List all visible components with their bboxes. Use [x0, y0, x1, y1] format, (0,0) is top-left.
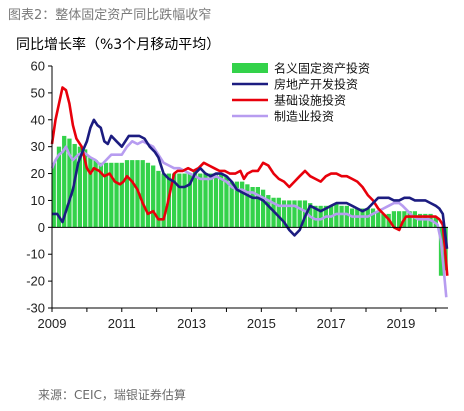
bar-fai-15: [130, 160, 135, 228]
x-tick-label-3: 2015: [247, 316, 276, 331]
y-tick-label-8: -20: [26, 274, 45, 289]
y-tick-label-0: 60: [31, 59, 45, 74]
bar-fai-25: [182, 173, 187, 228]
bar-fai-20: [156, 170, 161, 228]
bar-fai-57: [349, 208, 355, 228]
bar-fai-56: [344, 205, 349, 228]
bar-fai-63: [381, 213, 386, 228]
bar-fai-41: [266, 195, 271, 228]
y-tick-label-4: 20: [31, 166, 45, 181]
bar-fai-5: [77, 146, 83, 228]
y-tick-label-5: 10: [31, 193, 45, 208]
bar-fai-29: [203, 173, 208, 228]
bar-fai-70: [417, 213, 423, 228]
bar-fai-33: [224, 176, 229, 228]
bar-fai-8: [93, 160, 98, 228]
bar-fai-34: [229, 181, 234, 228]
x-tick-label-2: 2013: [177, 316, 206, 331]
bar-fai-45: [287, 200, 292, 228]
bar-fai-58: [355, 208, 360, 228]
bar-fai-26: [187, 173, 192, 228]
legend-label-3: 制造业投资: [274, 109, 334, 124]
bar-fai-39: [255, 187, 260, 228]
bar-fai-62: [376, 211, 381, 228]
bar-fai-23: [171, 173, 177, 228]
line-series-2: [50, 86, 449, 276]
y-tick-label-6: 0: [38, 220, 45, 235]
bar-fai-11: [109, 162, 114, 228]
bar-fai-24: [177, 173, 182, 228]
bar-fai-7: [88, 157, 93, 228]
bar-fai-38: [250, 187, 255, 228]
bar-fai-28: [198, 173, 203, 228]
bar-fai-13: [119, 162, 124, 228]
source-note: 来源：CEIC，瑞银证券估算: [38, 388, 186, 402]
bar-fai-1: [56, 146, 62, 228]
line-series-1: [52, 118, 449, 249]
bar-fai-27: [192, 170, 198, 228]
bar-fai-14: [124, 160, 130, 228]
bar-fai-47: [297, 200, 302, 228]
legend-label-1: 房地产开发投资: [274, 77, 358, 92]
y-tick-label-3: 30: [31, 139, 45, 154]
bar-fai-17: [140, 160, 145, 228]
y-tick-label-1: 50: [31, 85, 45, 100]
bar-fai-0: [51, 162, 56, 228]
bar-fai-35: [234, 181, 240, 228]
bar-fai-2: [62, 135, 67, 228]
bar-fai-36: [240, 181, 245, 228]
bar-fai-51: [318, 205, 323, 228]
bar-fai-16: [135, 160, 140, 228]
bar-fai-6: [82, 149, 88, 228]
bar-fai-60: [365, 208, 370, 228]
bar-fai-69: [412, 211, 418, 228]
bar-fai-71: [423, 213, 428, 228]
figure-caption: 图表2：整体固定资产同比跌幅收窄: [8, 8, 212, 23]
bar-fai-46: [292, 200, 297, 228]
bar-fai-61: [370, 208, 376, 228]
series-lines: [50, 86, 449, 298]
bar-fai-55: [339, 205, 344, 228]
legend-label-2: 基础设施投资: [274, 93, 346, 108]
y-axis-title: 同比增长率（%3个月移动平均）: [16, 37, 221, 53]
legend-swatch-0: [232, 63, 268, 73]
bar-fai-44: [281, 200, 287, 228]
bar-fai-37: [245, 184, 250, 228]
bar-fai-40: [260, 189, 266, 228]
bar-fai-12: [114, 162, 119, 228]
bar-fai-21: [161, 173, 166, 228]
x-tick-label-0: 2009: [38, 316, 67, 331]
x-tick-label-5: 2019: [386, 316, 415, 331]
bar-fai-18: [145, 162, 151, 228]
bar-fai-31: [213, 173, 219, 228]
legend-label-0: 名义固定资产投资: [274, 61, 370, 76]
line-series-3: [50, 140, 448, 298]
bar-fai-50: [313, 205, 318, 228]
y-tick-label-9: -30: [26, 301, 45, 316]
bar-fai-9: [98, 162, 103, 228]
y-tick-label-2: 40: [31, 112, 45, 127]
bar-fai-3: [67, 138, 72, 228]
bar-fai-10: [103, 162, 109, 228]
bar-fai-43: [276, 197, 281, 228]
x-tick-label-4: 2017: [317, 316, 346, 331]
bar-fai-66: [397, 211, 402, 228]
bar-fai-19: [151, 165, 156, 228]
y-tick-label-7: -10: [26, 247, 45, 262]
bar-fai-30: [208, 173, 213, 228]
bar-fai-68: [407, 211, 412, 228]
x-tick-label-1: 2011: [108, 316, 136, 331]
bar-fai-59: [360, 208, 365, 228]
bar-fai-65: [391, 211, 397, 228]
bar-fai-32: [219, 173, 224, 228]
